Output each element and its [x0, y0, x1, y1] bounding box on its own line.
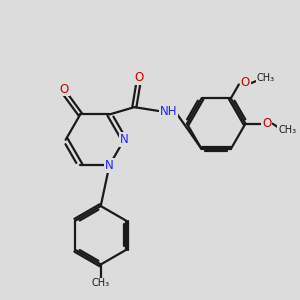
Text: NH: NH	[160, 105, 177, 118]
Text: O: O	[262, 117, 272, 130]
Text: O: O	[60, 82, 69, 95]
Text: N: N	[120, 133, 128, 146]
Text: CH₃: CH₃	[278, 125, 296, 135]
Text: CH₃: CH₃	[92, 278, 110, 289]
Text: O: O	[241, 76, 250, 89]
Text: N: N	[105, 159, 114, 172]
Text: CH₃: CH₃	[257, 73, 275, 83]
Text: O: O	[134, 71, 143, 84]
